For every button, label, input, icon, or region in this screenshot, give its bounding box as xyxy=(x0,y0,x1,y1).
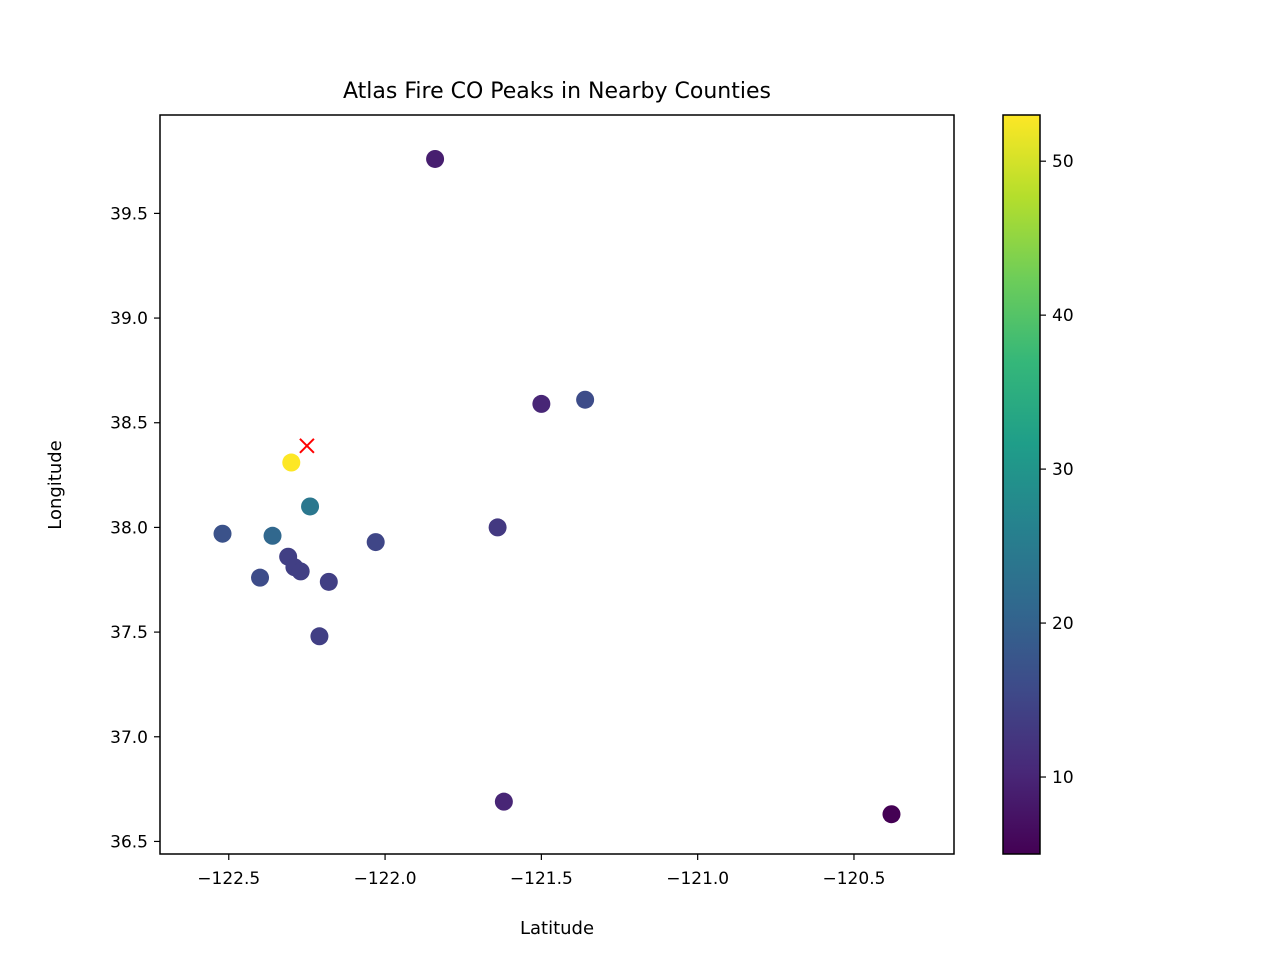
data-point xyxy=(426,149,445,168)
y-tick-label: 39.5 xyxy=(110,204,148,224)
colorbar-tick-label: 40 xyxy=(1052,306,1074,326)
chart-title: Atlas Fire CO Peaks in Nearby Counties xyxy=(343,79,771,104)
data-point xyxy=(366,533,385,552)
data-point xyxy=(310,627,329,646)
x-tick-label: −120.5 xyxy=(823,869,886,889)
plot-frame xyxy=(159,114,955,855)
data-point xyxy=(251,568,270,587)
data-point xyxy=(301,497,320,516)
colorbar-scale xyxy=(1002,114,1041,855)
fire-origin-marker xyxy=(299,438,315,454)
y-tick-label: 38.5 xyxy=(110,414,148,434)
x-tick-label: −121.5 xyxy=(510,869,573,889)
plot-area: −122.5 −122.0 −121.5 −121.0 −120.5 36.5 37.0 37… xyxy=(110,114,955,889)
y-tick-label: 36.5 xyxy=(110,832,148,852)
y-tick-label: 38.0 xyxy=(110,518,148,538)
y-tick-label: 39.0 xyxy=(110,309,148,329)
data-point xyxy=(291,562,310,581)
data-point xyxy=(213,524,232,543)
data-point xyxy=(282,453,301,472)
y-tick-label: 37.0 xyxy=(110,728,148,748)
data-point xyxy=(532,394,551,413)
colorbar: 10 20 30 40 50 xyxy=(1002,114,1074,855)
data-point xyxy=(494,792,513,811)
data-point xyxy=(319,572,338,591)
y-tick-label: 37.5 xyxy=(110,623,148,643)
y-axis-label: Longitude xyxy=(45,440,66,530)
data-point xyxy=(882,805,901,824)
x-tick-label: −121.0 xyxy=(666,869,729,889)
colorbar-tick-label: 20 xyxy=(1052,614,1074,634)
x-axis-label: Latitude xyxy=(520,918,594,939)
marker-stroke xyxy=(299,438,315,454)
colorbar-tick-label: 30 xyxy=(1052,460,1074,480)
data-point xyxy=(488,518,507,537)
data-point xyxy=(576,390,595,409)
data-point xyxy=(263,526,282,545)
x-tick-label: −122.5 xyxy=(197,869,260,889)
colorbar-tick-label: 10 xyxy=(1052,768,1074,788)
x-tick-label: −122.0 xyxy=(354,869,417,889)
colorbar-tick-label: 50 xyxy=(1052,152,1074,172)
